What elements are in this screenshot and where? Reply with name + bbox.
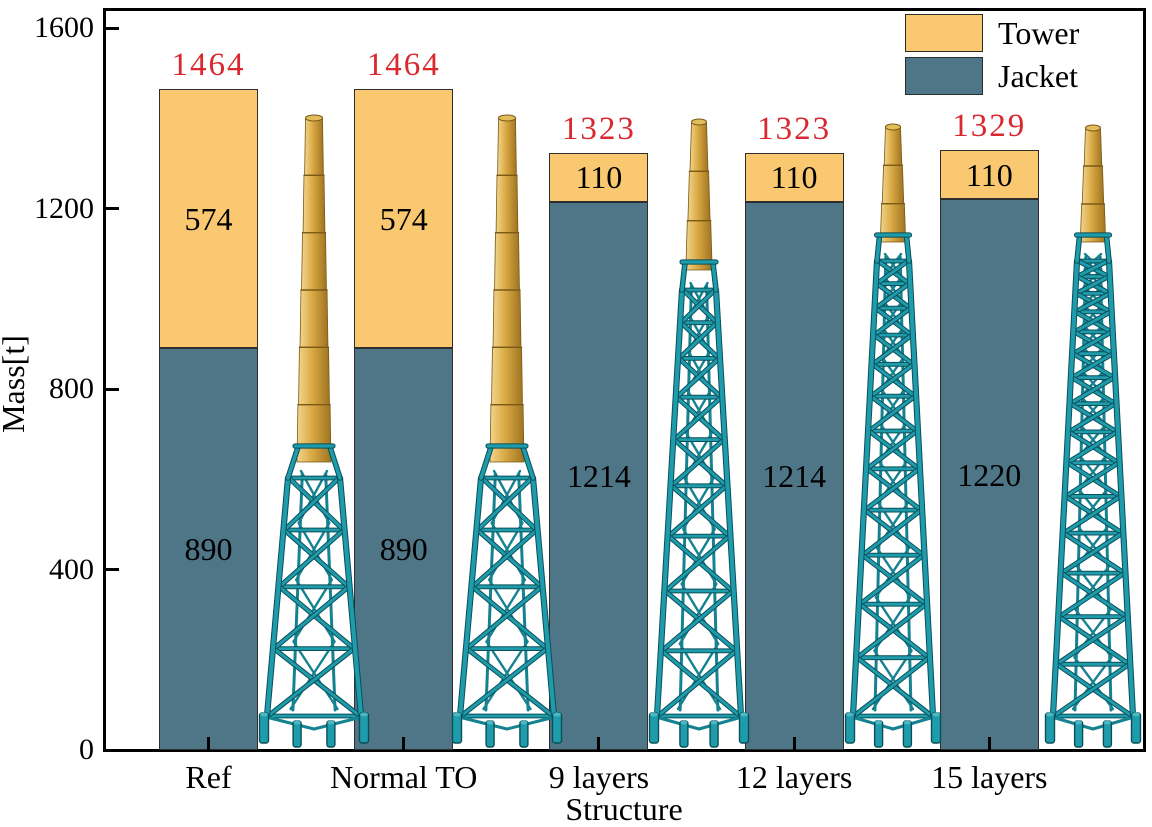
tower-value-label: 574: [379, 200, 428, 237]
x-axis-title: Structure: [565, 791, 683, 827]
jacket-tower-3d-icon: [1044, 124, 1142, 748]
total-mass-label: 1323: [561, 110, 636, 147]
jacket-bar-segment: [159, 348, 258, 750]
y-tick-label-800: 800: [49, 372, 94, 405]
tower-value-label: 110: [575, 159, 623, 196]
x-category-label: 15 layers: [931, 759, 1048, 795]
tower-value-label: 110: [770, 159, 818, 196]
total-mass-label: 1323: [757, 110, 832, 147]
tower-bar-segment: [939, 149, 1039, 200]
structure-rendering-12-layers: [815, 100, 971, 762]
y-tick-label-1200: 1200: [34, 191, 94, 225]
y-tick-400: [106, 568, 119, 571]
x-tick: [987, 737, 991, 752]
jacket-value-label: 890: [184, 531, 233, 568]
legend-label-jacket: Jacket: [998, 58, 1078, 94]
y-tick-1600: [106, 26, 119, 30]
jacket-tower-3d-icon: [844, 123, 942, 748]
tower-value-label: 574: [184, 200, 233, 237]
tower-bar-segment: [549, 152, 649, 203]
jacket-bar-segment: [744, 202, 844, 750]
total-mass-label: 1464: [171, 47, 246, 84]
legend-label-tower: Tower: [998, 15, 1080, 51]
jacket-value-label: 1214: [566, 458, 631, 495]
jacket-color-swatch: [905, 57, 983, 95]
jacket-value-label: 1220: [957, 456, 1022, 493]
tower-value-label: 110: [965, 156, 1013, 193]
structure-rendering-ref: [236, 100, 392, 762]
x-tick: [597, 737, 601, 752]
x-tick: [207, 737, 210, 752]
tower-bar-segment: [354, 89, 454, 349]
total-mass-label: 1329: [952, 107, 1027, 144]
legend: Tower Jacket: [905, 14, 1079, 100]
tower-color-swatch: [905, 14, 983, 52]
y-tick-1200: [106, 207, 119, 210]
total-mass-label: 1464: [366, 47, 441, 84]
x-category-label: Ref: [185, 759, 232, 795]
y-tick-label-1600: 1600: [34, 11, 94, 44]
jacket-value-label: 1214: [762, 458, 827, 495]
legend-entry-jacket: Jacket: [905, 57, 1079, 95]
x-tick: [792, 737, 796, 752]
structure-rendering-15-layers: [1015, 100, 1152, 762]
jacket-bar-segment: [939, 199, 1039, 750]
tower-bar-segment: [159, 89, 258, 349]
jacket-bar-segment: [549, 202, 649, 750]
y-tick-800: [106, 387, 119, 391]
x-category-label: 12 layers: [735, 759, 853, 795]
y-tick-label-0: 0: [79, 733, 94, 766]
legend-entry-tower: Tower: [905, 14, 1079, 52]
jacket-tower-3d-icon: [648, 118, 750, 748]
structure-rendering-normal-to: [429, 100, 585, 762]
jacket-value-label: 890: [379, 531, 428, 568]
structure-rendering-9-layers: [621, 100, 777, 762]
tower-bar-segment: [744, 152, 844, 203]
x-tick: [402, 737, 406, 752]
jacket-bar-segment: [354, 348, 454, 750]
x-category-label: 9 layers: [548, 759, 650, 795]
y-tick-label-400: 400: [49, 552, 94, 586]
jacket-tower-3d-icon: [451, 114, 563, 748]
jacket-tower-3d-icon: [258, 114, 370, 748]
x-category-label: Normal TO: [330, 759, 478, 795]
